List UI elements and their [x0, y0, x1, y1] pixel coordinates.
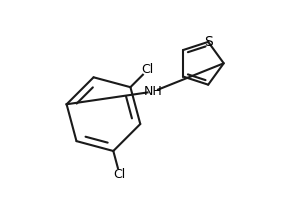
- Text: S: S: [204, 35, 213, 49]
- Text: Cl: Cl: [142, 63, 154, 76]
- Text: NH: NH: [143, 85, 162, 98]
- Text: Cl: Cl: [113, 168, 126, 181]
